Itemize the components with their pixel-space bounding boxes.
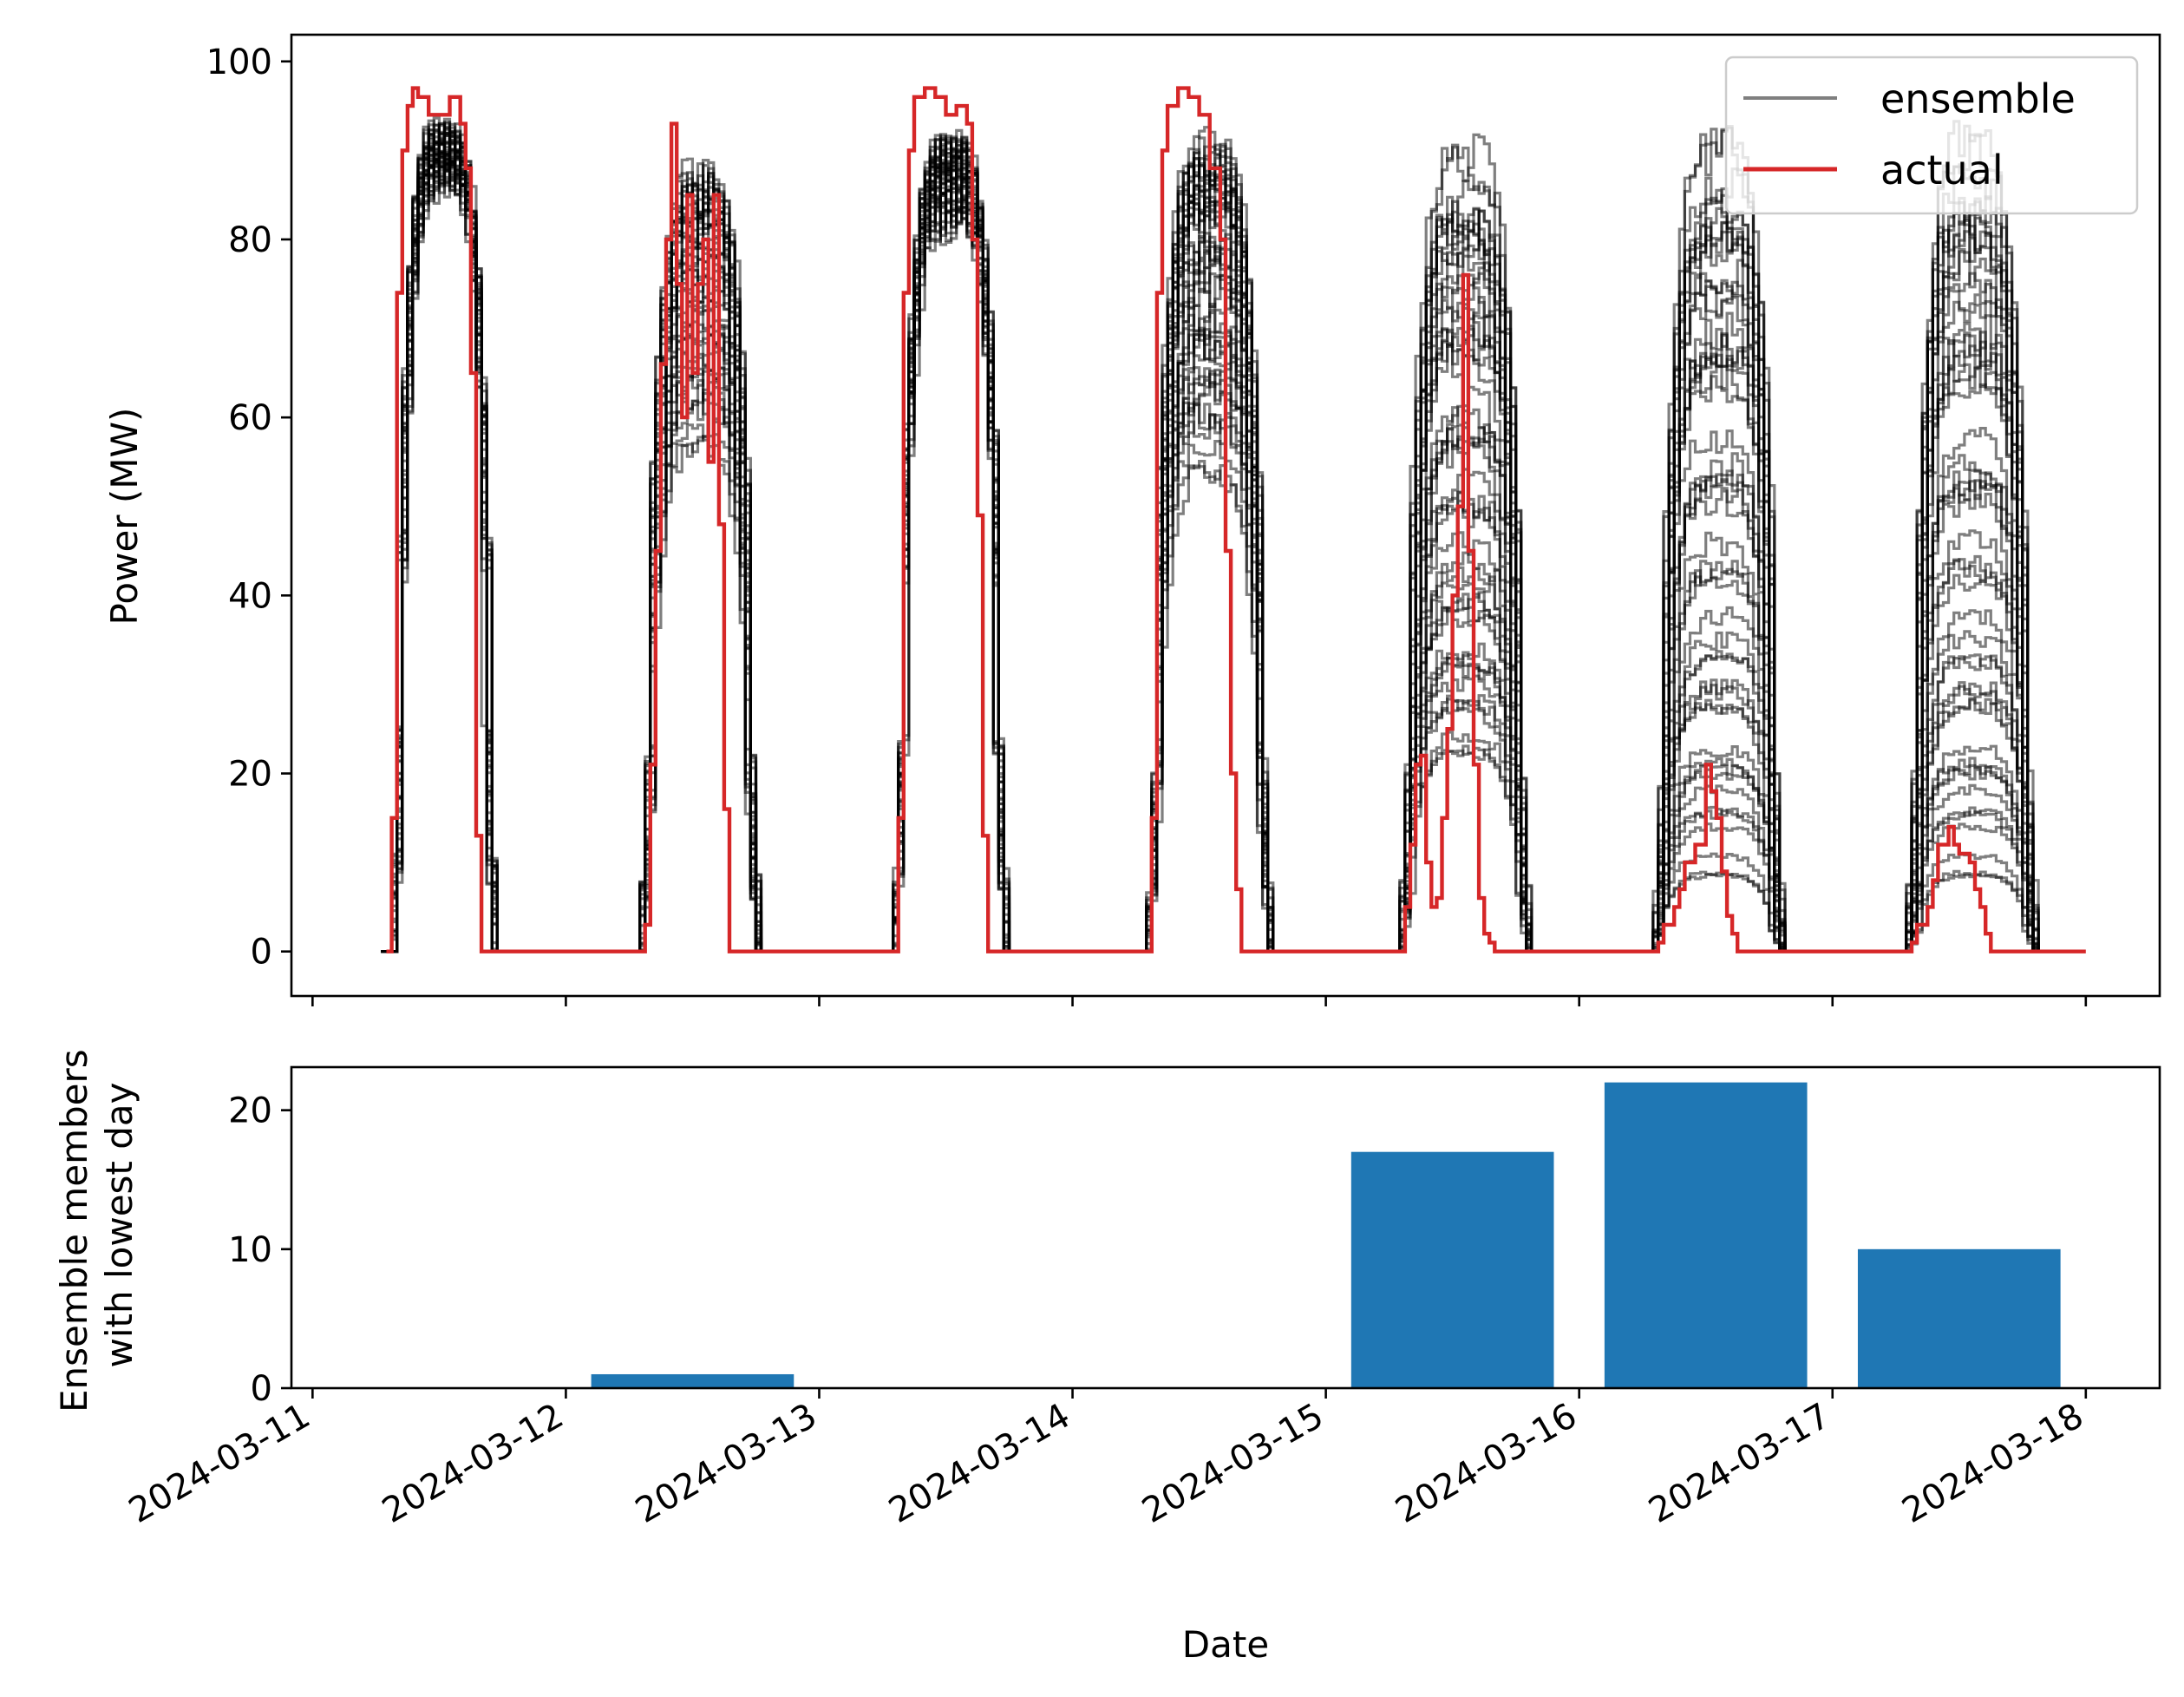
- bottom-axes-frame: [290, 1065, 2161, 1390]
- bottom-y-tick-label: 20: [228, 1091, 272, 1131]
- top-axes-frame: [290, 33, 2161, 998]
- ensemble-member-line: [386, 154, 2040, 953]
- ensemble-lines: [381, 116, 2040, 953]
- top-y-tick-label: 20: [228, 755, 272, 795]
- bottom-y-tick-label: 10: [228, 1230, 272, 1270]
- top-y-tick-label: 60: [228, 398, 272, 438]
- top-y-axis: 0 20 40 60 80 100: [206, 43, 291, 973]
- bottom-y-tick-label: 0: [251, 1369, 272, 1409]
- bar-2024-03-17: [1857, 1248, 2061, 1388]
- bottom-y-axis-label-line-2: with lowest day: [98, 1083, 141, 1368]
- top-x-axis: [311, 996, 2088, 1006]
- bottom-y-axis-label-line-1: Ensemble members: [53, 1049, 95, 1412]
- legend-label-actual: actual: [1880, 147, 2004, 193]
- power-chart: 0 20 40 60 80 100 Power (MW) ensemble actual: [103, 33, 2161, 1006]
- bars: [591, 1082, 2061, 1388]
- top-y-tick-label: 100: [206, 43, 272, 82]
- actual-line-group: [386, 86, 2086, 953]
- top-y-tick-label: 80: [228, 220, 272, 260]
- bar-2024-03-16: [1604, 1082, 1808, 1388]
- ensemble-member-line: [386, 160, 2035, 953]
- bar-2024-03-15: [1350, 1151, 1554, 1388]
- bottom-y-axis: 0 10 20: [228, 1091, 291, 1409]
- top-y-axis-label: Power (MW): [103, 408, 146, 626]
- top-y-tick-label: 0: [251, 933, 272, 973]
- legend: ensemble actual: [1724, 56, 2139, 215]
- bottom-y-axis-label: Ensemble members with lowest day: [53, 1038, 141, 1412]
- x-axis-label: Date: [1182, 1623, 1269, 1666]
- actual-line: [386, 86, 2086, 953]
- top-y-tick-label: 40: [228, 576, 272, 616]
- legend-label-ensemble: ensemble: [1880, 75, 2076, 122]
- bar-2024-03-12: [591, 1373, 794, 1388]
